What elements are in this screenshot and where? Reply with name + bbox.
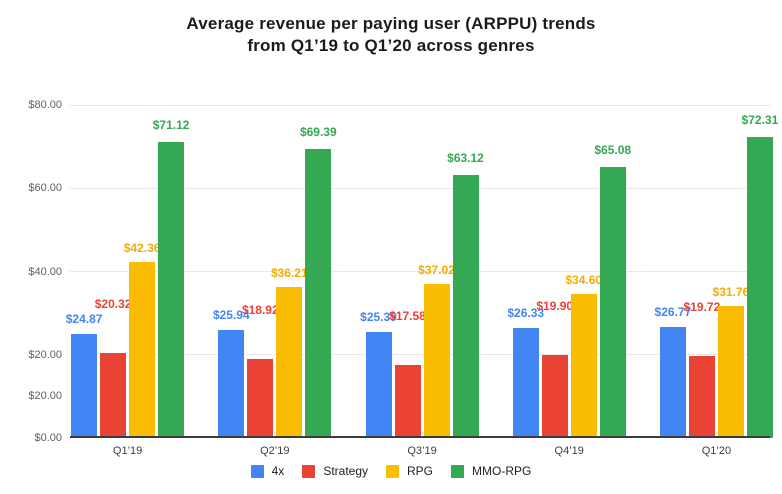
x-tick-label: Q1’19 [112, 445, 143, 457]
bar-value-label: $63.12 [447, 151, 484, 166]
x-tick-label: Q3’19 [407, 445, 437, 457]
plot-gridlines [70, 104, 770, 438]
bar-value-label: $65.08 [594, 143, 632, 158]
bar-value-label: $31.76 [712, 284, 750, 299]
bar-value-label: $72.31 [741, 113, 779, 128]
bar-value-label: $17.58 [389, 308, 426, 323]
gridline-60 [70, 187, 770, 189]
rpg-bar: $37.02 [418, 263, 455, 438]
legend-item-strategy: Strategy [302, 464, 368, 478]
x-tick-label: Q4’19 [554, 445, 584, 457]
strategy-bar: $20.32 [95, 297, 131, 438]
bar-value-label: $69.39 [299, 125, 337, 140]
chart-title-line-1: Average revenue per paying user (ARPPU) … [186, 14, 596, 33]
legend-label: 4x [271, 464, 285, 478]
strategy-bar: $19.72 [684, 300, 720, 438]
y-axis-tick-labels: $80.00 $60.00 $40.00 $20.00 $20.00 $0.00 [0, 99, 62, 444]
legend-item-rpg: RPG [386, 464, 433, 478]
bar-value-label: $18.92 [241, 303, 279, 318]
legend-swatch-icon [250, 464, 264, 478]
mmo-rpg-bar: $69.39 [300, 125, 337, 438]
legend-item-4x: 4x [250, 464, 285, 478]
strategy-bar: $19.90 [536, 299, 573, 438]
legend-swatch-icon [386, 464, 400, 478]
bar-value-label: $26.33 [507, 306, 545, 321]
chart-title: Average revenue per paying user (ARPPU) … [0, 13, 782, 57]
legend-label: RPG [407, 464, 434, 478]
mmo-rpg-bar: $72.31 [742, 113, 778, 438]
bar-value-label: $34.60 [565, 272, 603, 287]
x-axis-line [70, 436, 770, 438]
strategy-bar: $18.92 [242, 303, 279, 438]
bar-group-5: $26.77 $19.72 $31.76 $72.31 [643, 105, 782, 438]
bar-value-label: $36.21 [270, 266, 308, 281]
rpg-bar: $31.76 [713, 285, 749, 438]
x-tick-label: Q1’20 [701, 445, 732, 457]
x-tick-label: Q2’19 [260, 445, 290, 457]
bar-value-label: $42.36 [123, 240, 161, 255]
mmo-rpg-bar: $71.12 [153, 118, 189, 438]
chart-title-line-2: from Q1’19 to Q1’20 across genres [247, 36, 535, 55]
gridline-20 [70, 354, 770, 356]
rpg-bar: $34.60 [565, 273, 602, 438]
4x-bar: $25.94 [213, 308, 250, 438]
legend-swatch-icon [302, 464, 316, 478]
rpg-bar: $42.36 [124, 241, 160, 438]
4x-bar: $26.77 [655, 305, 691, 438]
y-tick-label: $0.00 [34, 432, 62, 444]
y-tick-label: $80.00 [28, 99, 62, 111]
mmo-rpg-bar: $65.08 [594, 143, 631, 438]
legend: 4x Strategy RPG MMO-RPG [0, 464, 782, 478]
bar-group-1: $24.87 $20.32 $42.36 $71.12 [54, 105, 201, 438]
bar-value-label: $24.87 [65, 312, 103, 327]
y-tick-label: $20.00 [28, 390, 62, 403]
legend-label: Strategy [323, 464, 369, 478]
y-tick-label: $40.00 [28, 265, 62, 278]
4x-bar: $25.39 [360, 310, 397, 438]
bar-group-2: $25.94 $18.92 $36.21 $69.39 [201, 105, 348, 438]
strategy-bar: $17.58 [389, 309, 426, 438]
rpg-bar: $36.21 [271, 266, 308, 438]
x-axis-tick-labels: Q1’19 Q2’19 Q3’19 Q4’19 Q1’20 [54, 445, 782, 457]
bars-area: $24.87 $20.32 $42.36 $71.12 $25.94 $18.92 $36.… [54, 105, 782, 438]
bar-value-label: $25.39 [360, 310, 397, 325]
gridline-80 [70, 104, 770, 106]
bar-value-label: $19.90 [536, 299, 574, 314]
bar-value-label: $20.32 [94, 297, 132, 312]
4x-bar: $26.33 [507, 306, 544, 438]
legend-swatch-icon [451, 464, 465, 478]
y-tick-label: $20.00 [28, 348, 62, 361]
legend-item-mmo-rpg: MMO-RPG [451, 464, 531, 478]
bar-value-label: $19.72 [683, 299, 721, 314]
4x-bar: $24.87 [66, 312, 102, 438]
bar-value-label: $25.94 [212, 308, 250, 323]
bar-value-label: $37.02 [418, 262, 455, 277]
gridline-40 [70, 271, 770, 272]
bar-group-4: $26.33 $19.90 $34.60 $65.08 [496, 105, 643, 438]
bar-value-label: $71.12 [152, 117, 190, 132]
legend-label: MMO-RPG [472, 464, 532, 478]
mmo-rpg-bar: $63.12 [447, 151, 484, 438]
bar-value-label: $26.77 [654, 304, 692, 319]
bar-group-3: $25.39 $17.58 $37.02 $63.12 [348, 105, 495, 438]
y-tick-label: $60.00 [28, 182, 62, 195]
